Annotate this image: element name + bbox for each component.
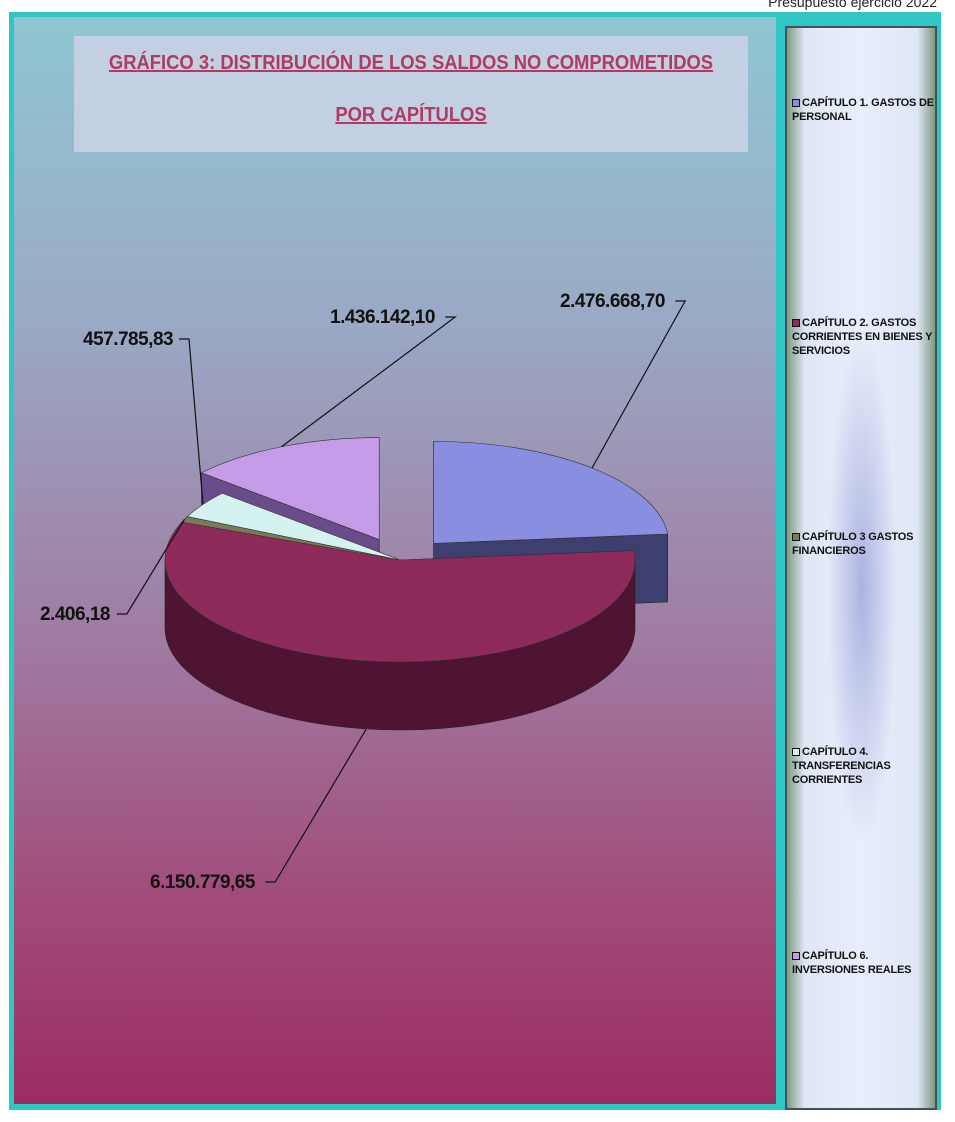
legend: CAPÍTULO 1. GASTOS DE PERSONAL CAPÍTULO 2…	[785, 26, 937, 1110]
legend-marker	[792, 99, 800, 108]
chart-title-line-1: GRÁFICO 3: DISTRIBUCIÓN DE LOS SALDOS NO…	[108, 52, 714, 74]
pie-tops	[164, 437, 669, 663]
data-label: 457.785,83	[83, 329, 173, 350]
leader-line	[281, 316, 458, 448]
leader-line	[116, 519, 185, 615]
leader-line	[591, 300, 687, 469]
legend-marker	[792, 952, 800, 961]
chart-title-line-2: POR CAPÍTULOS	[335, 104, 487, 126]
leader-line	[179, 338, 204, 505]
legend-glow	[827, 328, 897, 848]
data-label: 6.150.779,65	[150, 872, 256, 893]
data-label: 1.436.142,10	[330, 307, 435, 328]
chart-title-box: GRÁFICO 3: DISTRIBUCIÓN DE LOS SALDOS NO…	[74, 36, 748, 152]
legend-marker	[792, 748, 800, 757]
legend-item: CAPÍTULO 6. INVERSIONES REALES	[792, 949, 934, 977]
legend-marker	[792, 319, 800, 328]
legend-label: CAPÍTULO 1. GASTOS DE PERSONAL	[792, 97, 934, 123]
data-label: 2.476.668,70	[560, 291, 665, 312]
pie-slice	[164, 521, 636, 663]
data-labels: 2.476.668,70 6.150.779,65 2.406,18 457.785,…	[40, 291, 687, 893]
pie-slice	[433, 441, 669, 544]
legend-label: CAPÍTULO 2. GASTOS CORRIENTES EN BIENES …	[792, 317, 933, 357]
leader-line	[265, 728, 367, 883]
legend-item: CAPÍTULO 4. TRANSFERENCIAS CORRIENTES	[792, 745, 934, 787]
legend-label: CAPÍTULO 3 GASTOS FINANCIEROS	[792, 531, 914, 557]
legend-label: CAPÍTULO 4. TRANSFERENCIAS CORRIENTES	[792, 746, 891, 786]
legend-item: CAPÍTULO 2. GASTOS CORRIENTES EN BIENES …	[792, 316, 934, 358]
legend-marker	[792, 533, 800, 542]
page-header: Presupuesto ejercicio 2022	[768, 0, 937, 10]
pie-slice	[186, 492, 401, 561]
legend-label: CAPÍTULO 6. INVERSIONES REALES	[792, 950, 912, 976]
data-label: 2.406,18	[40, 604, 110, 625]
legend-item: CAPÍTULO 1. GASTOS DE PERSONAL	[792, 96, 934, 124]
legend-item: CAPÍTULO 3 GASTOS FINANCIEROS	[792, 530, 934, 558]
